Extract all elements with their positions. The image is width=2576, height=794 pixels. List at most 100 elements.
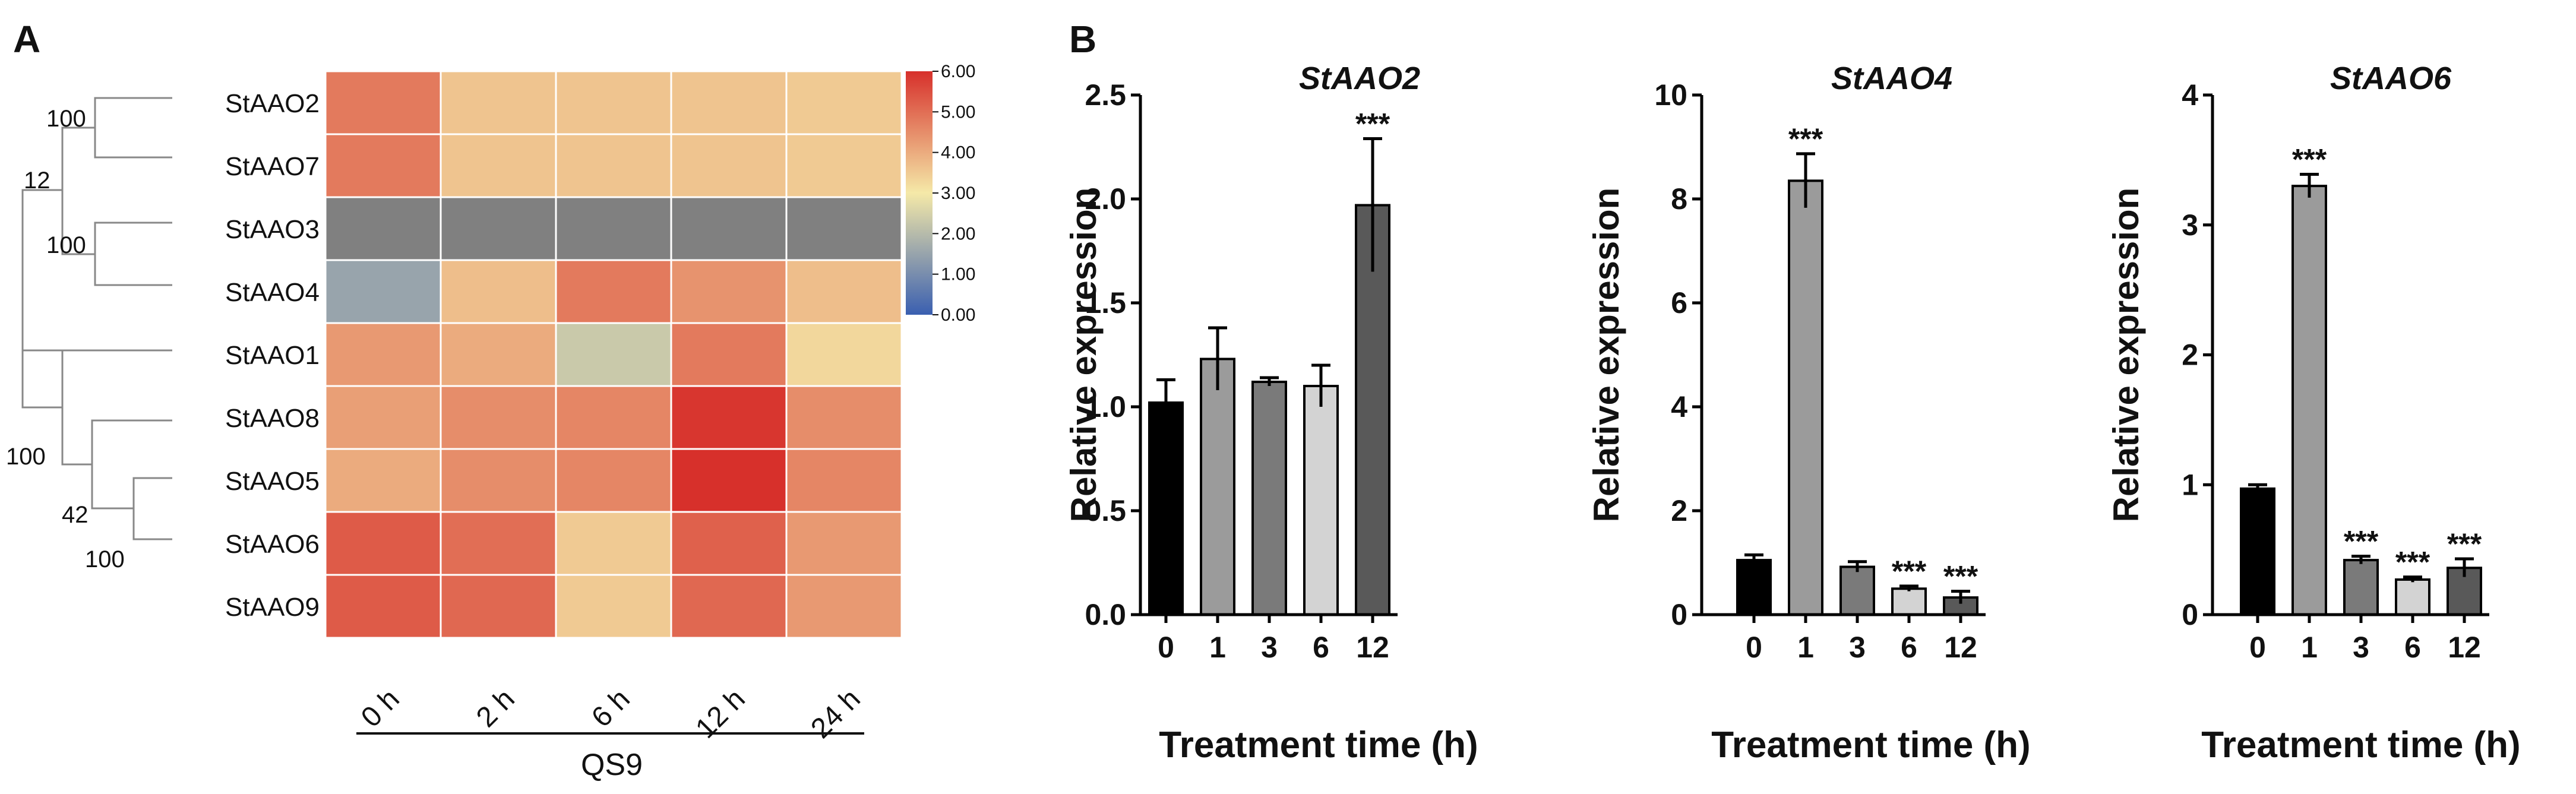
x-axis-label: Treatment time (h) [1159, 725, 1478, 765]
y-tick-label: 1.0 [1085, 390, 1126, 423]
gene-label: StAAO5 [225, 467, 320, 496]
bar [1736, 559, 1772, 616]
heatmap-cell [440, 196, 557, 261]
heatmap-cell [785, 385, 903, 450]
colorbar-tick-label: 0.00 [941, 305, 975, 325]
y-tick-label: 0 [2182, 598, 2198, 631]
bootstrap-labels: 100 12 100 100 42 100 [6, 106, 125, 572]
heatmap-cell [785, 448, 903, 513]
y-tick-label: 10 [1654, 78, 1687, 112]
branch-aao6-aao9 [132, 477, 172, 540]
x-tick-label: 12 [2448, 631, 2481, 664]
bar [1148, 401, 1184, 616]
y-tick-label: 4 [1671, 390, 1687, 423]
bar [2291, 185, 2327, 616]
time-label: 6 h [586, 683, 636, 733]
heatmap-cell [555, 385, 672, 450]
time-label: 0 h [355, 683, 406, 733]
heatmap-cell [555, 259, 672, 324]
bar [1251, 381, 1287, 616]
x-tick-label: 3 [1849, 631, 1866, 664]
y-tick-label: 2.5 [1085, 78, 1126, 112]
significance-label: *** [1355, 107, 1390, 141]
branch-aao5-clade [91, 419, 172, 510]
y-tick-label: 2 [2182, 339, 2198, 372]
heatmap-cell [324, 448, 442, 513]
gene-label: StAAO8 [225, 404, 320, 433]
bootstrap-label: 100 [46, 106, 86, 132]
colorbar-tick-label: 5.00 [941, 102, 975, 122]
bar [1839, 565, 1875, 616]
heatmap-cell [670, 70, 788, 135]
colorbar-tick-label: 1.00 [941, 265, 975, 284]
heatmap-cell [670, 259, 788, 324]
chart-title: StAAO6 [2330, 61, 2452, 96]
heatmap-cell [555, 322, 672, 387]
heatmap-cell [440, 448, 557, 513]
heatmap-cell [324, 511, 442, 576]
heatmap-cell [670, 448, 788, 513]
heatmap-cell [555, 511, 672, 576]
gene-label: StAAO3 [225, 215, 320, 244]
heatmap-cell [324, 196, 442, 261]
y-tick-label: 1.5 [1085, 286, 1126, 320]
heatmap-cell [785, 70, 903, 135]
heatmap-cell [440, 133, 557, 198]
bar [1200, 358, 1235, 616]
heatmap-cell [670, 385, 788, 450]
y-tick-label: 6 [1671, 286, 1687, 320]
heatmap-cell [785, 196, 903, 261]
time-label: 2 h [470, 683, 521, 733]
x-tick-label: 0 [1158, 631, 1174, 664]
x-tick-label: 3 [2353, 631, 2369, 664]
y-tick-label: 2.0 [1085, 182, 1126, 216]
heatmap-cell [324, 133, 442, 198]
bootstrap-label: 100 [6, 444, 46, 470]
colorbar-tick-label: 6.00 [941, 62, 975, 81]
y-tick-label: 1 [2182, 468, 2198, 501]
x-tick-label: 12 [1944, 631, 1977, 664]
bar [1788, 179, 1823, 616]
gene-label: StAAO9 [225, 593, 320, 622]
gene-label: StAAO4 [225, 278, 320, 307]
bar-charts: StAAO2 0.0 0.5 1.0 1.5 2.0 2.5 Relative express… [1064, 61, 2521, 765]
heatmap-cell [324, 259, 442, 324]
y-axis-label: Relative expression [2106, 188, 2146, 523]
panel-b-letter: B [1069, 18, 1096, 61]
gene-label: StAAO7 [225, 152, 320, 181]
gene-label: StAAO1 [225, 341, 320, 370]
significance-label: *** [2292, 143, 2327, 176]
significance-label: *** [1943, 560, 1978, 593]
heatmap-cell [555, 133, 672, 198]
heatmap [324, 70, 903, 639]
y-tick-label: 0.0 [1085, 598, 1126, 631]
time-label: 24 h [805, 683, 867, 745]
y-tick-label: 3 [2182, 208, 2198, 242]
branch-aao2-aao7 [94, 97, 172, 159]
significance-label: *** [2344, 525, 2379, 558]
significance-label: *** [2447, 527, 2482, 561]
significance-label: *** [2395, 546, 2430, 579]
colorbar-tick-label: 2.00 [941, 224, 975, 243]
bootstrap-label: 100 [85, 546, 125, 572]
x-tick-label: 6 [2404, 631, 2421, 664]
dendrogram [21, 97, 172, 540]
heatmap-cell [440, 385, 557, 450]
x-tick-label: 1 [2301, 631, 2318, 664]
colorbar-tick-label: 4.00 [941, 143, 975, 163]
time-labels: 0 h 2 h 6 h 12 h 24 h [355, 683, 867, 745]
branch-root [21, 189, 62, 409]
heatmap-cell [324, 385, 442, 450]
heatmap-cell [785, 133, 903, 198]
bootstrap-label: 100 [46, 232, 86, 258]
heatmap-cell [324, 322, 442, 387]
panel-a-letter: A [13, 18, 40, 61]
x-tick-label: 3 [1261, 631, 1278, 664]
bootstrap-label: 12 [24, 167, 50, 194]
colorbar-gradient [906, 71, 933, 315]
x-tick-label: 6 [1313, 631, 1329, 664]
heatmap-cell [785, 511, 903, 576]
heatmap-cell [670, 322, 788, 387]
heatmap-cell [324, 70, 442, 135]
